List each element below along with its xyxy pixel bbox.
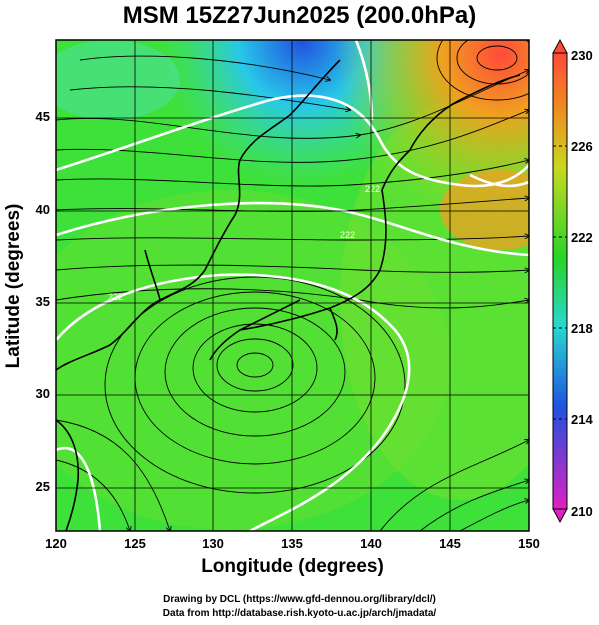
lat-lon-grid: [56, 40, 529, 531]
contour-label: 222: [108, 292, 123, 302]
plot-frame: [55, 39, 530, 532]
y-tick-label: 30: [35, 386, 50, 401]
map-title: MSM 15Z27Jun2025 (200.0hPa): [122, 2, 477, 29]
x-tick-label: 120: [45, 536, 67, 551]
y-tick-label: 25: [35, 479, 50, 494]
y-tick-label: 40: [35, 202, 50, 217]
colorbar: [552, 38, 568, 524]
colorbar-tick-label: 214: [571, 412, 593, 427]
x-tick-label: 145: [439, 536, 461, 551]
x-tick-label: 135: [281, 536, 303, 551]
credit-drawing: Drawing by DCL (https://www.gfd-dennou.o…: [163, 594, 436, 605]
temperature-field: [56, 40, 529, 531]
x-tick-label: 130: [202, 536, 224, 551]
x-tick-label: 125: [124, 536, 146, 551]
colorbar-tick-label: 222: [571, 230, 593, 245]
y-tick-label: 45: [35, 109, 50, 124]
colorbar-tick-label: 218: [571, 321, 593, 336]
y-axis-label: Latitude (degrees): [3, 203, 24, 369]
x-tick-label: 140: [360, 536, 382, 551]
x-tick-label: 150: [518, 536, 540, 551]
contour-label: 222: [340, 230, 355, 240]
contour-label: 222: [365, 184, 380, 194]
x-axis-label: Longitude (degrees): [201, 556, 384, 577]
credit-data: Data from http://database.rish.kyoto-u.a…: [162, 608, 437, 619]
colorbar-tick-label: 210: [571, 504, 593, 519]
wind-streamlines: [56, 40, 529, 531]
colorbar-tick-label: 226: [571, 139, 593, 154]
isotherm-contours: [56, 40, 529, 531]
colorbar-tick-label: 230: [571, 48, 593, 63]
y-tick-label: 35: [35, 294, 50, 309]
